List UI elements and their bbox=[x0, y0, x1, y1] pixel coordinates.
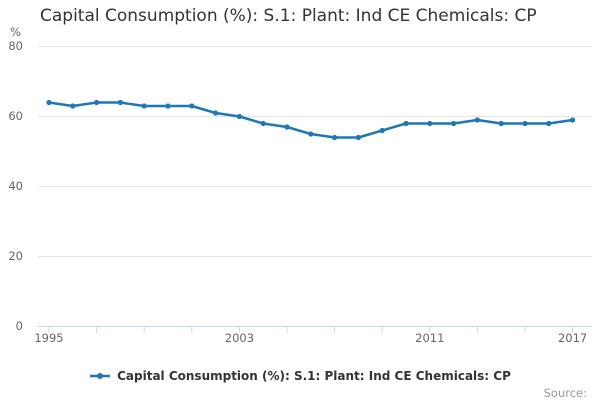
data-point[interactable] bbox=[332, 134, 338, 141]
data-point[interactable] bbox=[308, 131, 314, 137]
chart-title: Capital Consumption (%): S.1: Plant: Ind… bbox=[40, 6, 537, 26]
data-point[interactable] bbox=[236, 113, 242, 120]
legend-item[interactable]: Capital Consumption (%): S.1: Plant: Ind… bbox=[89, 369, 511, 383]
x-axis-tick-label: 2017 bbox=[558, 331, 587, 345]
data-point[interactable] bbox=[379, 127, 385, 134]
data-point[interactable] bbox=[117, 99, 123, 106]
source-note: Source: bbox=[543, 386, 587, 400]
legend: Capital Consumption (%): S.1: Plant: Ind… bbox=[0, 365, 600, 387]
data-point[interactable] bbox=[94, 99, 100, 106]
legend-line-marker-icon bbox=[90, 373, 111, 379]
y-axis-tick-label: 20 bbox=[8, 249, 23, 263]
data-point[interactable] bbox=[141, 103, 147, 109]
data-point[interactable] bbox=[165, 103, 171, 109]
data-point[interactable] bbox=[474, 117, 480, 123]
data-point[interactable] bbox=[260, 120, 266, 127]
plot-svg: 0 20 40 60 80% 1995 2003 2011 2017 bbox=[8, 25, 592, 345]
data-point[interactable] bbox=[189, 103, 195, 109]
data-point[interactable] bbox=[70, 103, 76, 109]
legend-series-label: Capital Consumption (%): S.1: Plant: Ind… bbox=[117, 369, 511, 383]
data-point[interactable] bbox=[284, 124, 290, 130]
data-point[interactable] bbox=[451, 120, 457, 127]
data-point[interactable] bbox=[546, 120, 552, 127]
data-point[interactable] bbox=[46, 99, 52, 106]
data-point[interactable] bbox=[522, 120, 528, 127]
x-axis-tick-label: 2003 bbox=[225, 331, 254, 345]
data-point[interactable] bbox=[403, 120, 409, 127]
y-axis-tick-label: 60 bbox=[8, 109, 23, 123]
data-point[interactable] bbox=[427, 120, 433, 127]
data-point[interactable] bbox=[213, 110, 219, 116]
y-axis-tick-label: 0 bbox=[16, 319, 23, 333]
x-axis-tick-label: 1995 bbox=[34, 331, 63, 345]
data-point[interactable] bbox=[498, 120, 504, 127]
data-point[interactable] bbox=[355, 134, 361, 141]
y-axis-tick-label: 80 bbox=[8, 39, 23, 53]
y-axis-tick-label: 40 bbox=[8, 179, 23, 193]
x-axis-tick-label: 2011 bbox=[415, 331, 444, 345]
data-point[interactable] bbox=[570, 117, 576, 123]
y-axis-unit-label: % bbox=[10, 25, 21, 39]
